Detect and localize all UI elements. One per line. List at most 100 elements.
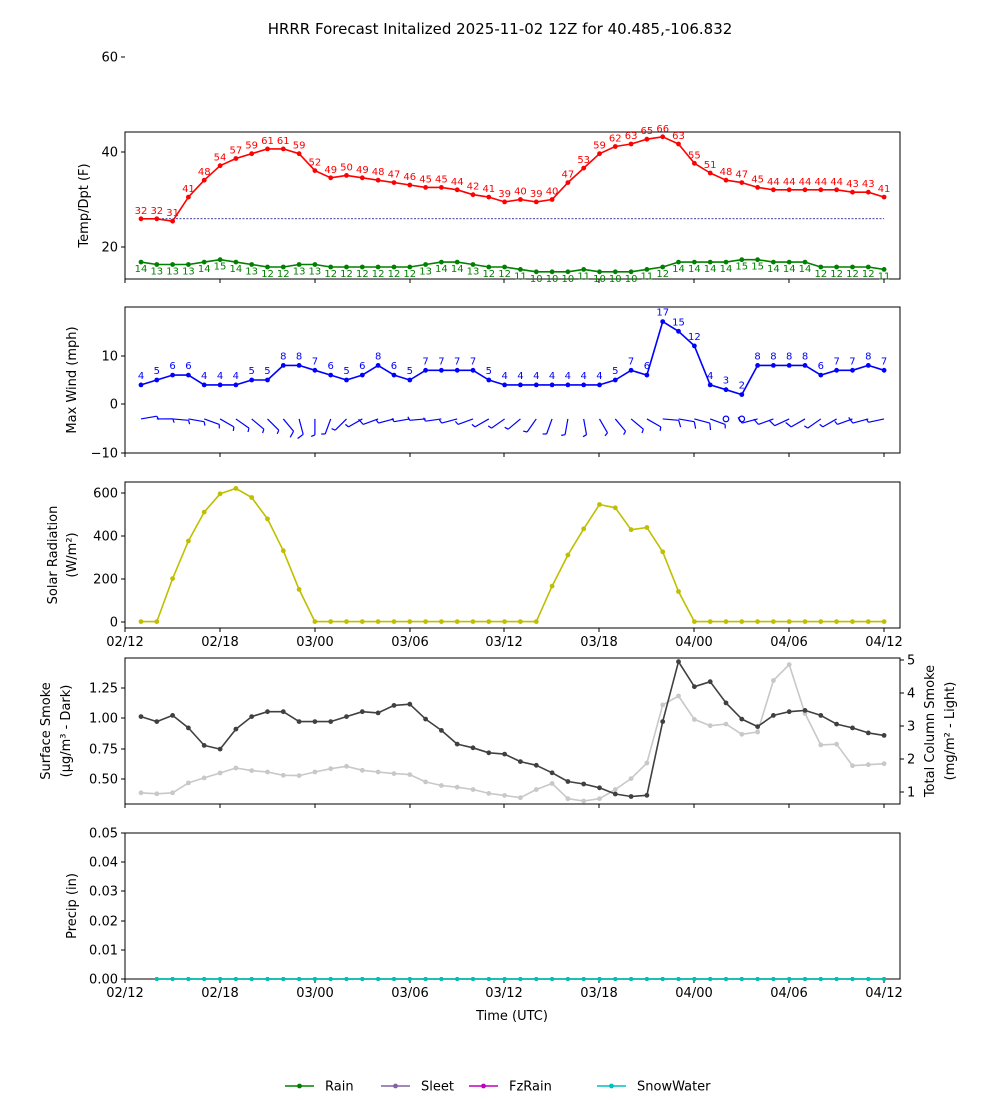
solar-radiation-point xyxy=(265,516,270,522)
data-label: 4 xyxy=(517,371,523,382)
wind-barb xyxy=(235,418,250,429)
solar-radiation-point xyxy=(771,619,776,624)
dewpoint-point xyxy=(723,259,729,265)
wind-barb-flag xyxy=(262,429,265,434)
x-tick-label: 03/18 xyxy=(580,986,617,1001)
wind-barb-flag xyxy=(297,433,304,439)
dewpoint-point xyxy=(312,262,318,267)
total-column-smoke-line xyxy=(140,663,885,802)
data-label: 12 xyxy=(261,269,274,280)
snowwater-point xyxy=(581,977,586,981)
wind-barb xyxy=(526,418,537,433)
data-label: 66 xyxy=(656,124,669,135)
max-wind-point xyxy=(280,363,286,368)
data-label: 12 xyxy=(403,269,416,280)
data-label: 45 xyxy=(751,174,764,185)
data-label: 8 xyxy=(280,351,286,362)
data-label: 7 xyxy=(849,356,855,367)
legend-swatch-marker xyxy=(481,1083,486,1089)
dewpoint-point xyxy=(786,259,792,265)
surface-smoke-point xyxy=(470,745,476,751)
surface-smoke-point xyxy=(296,719,302,724)
temperature-point xyxy=(834,187,839,193)
solar-radiation-point xyxy=(533,619,539,624)
temperature-point xyxy=(502,199,507,205)
data-label: 63 xyxy=(672,131,685,142)
data-label: 14 xyxy=(799,264,812,275)
data-label: 14 xyxy=(720,264,733,275)
temperature-point xyxy=(597,151,602,157)
data-label: 4 xyxy=(533,371,539,382)
surface-smoke-point xyxy=(170,713,176,718)
wind-barb-flag xyxy=(561,434,566,436)
surface-smoke-point xyxy=(865,730,871,736)
temperature-point xyxy=(881,194,887,200)
x-tick-label: 04/12 xyxy=(865,986,902,1001)
wind-barb-flag xyxy=(289,430,295,438)
snowwater-point xyxy=(550,977,555,981)
y-tick-label: 20 xyxy=(101,241,118,256)
snowwater-point xyxy=(534,977,539,981)
snowwater-point xyxy=(281,977,286,981)
data-label: 11 xyxy=(514,271,527,282)
total-column-smoke-point xyxy=(328,766,334,772)
wind-barb-flag xyxy=(819,423,824,428)
data-label: 7 xyxy=(422,356,428,367)
total-column-smoke-point xyxy=(660,702,666,708)
max-wind-point xyxy=(344,377,349,383)
snowwater-point xyxy=(502,977,507,981)
data-label: 44 xyxy=(799,177,812,188)
data-label: 12 xyxy=(482,269,495,280)
snowwater-point xyxy=(297,977,302,981)
data-label: 7 xyxy=(454,356,460,367)
dewpoint-point xyxy=(850,264,855,270)
solar-radiation-point xyxy=(597,502,602,507)
y-axis-units: (μg/m³ - Dark) xyxy=(59,685,74,778)
dewpoint-point xyxy=(628,269,634,275)
max-wind-point xyxy=(312,367,318,373)
max-wind-point xyxy=(644,372,650,378)
x-tick-label: 04/12 xyxy=(865,635,902,650)
data-label: 2 xyxy=(739,381,745,392)
dewpoint-point xyxy=(865,264,871,270)
surface-smoke-point xyxy=(423,716,428,722)
data-label: 12 xyxy=(324,269,337,280)
temperature-point xyxy=(296,151,302,157)
data-label: 13 xyxy=(150,267,163,278)
y-tick-label: 0.50 xyxy=(89,773,118,788)
snowwater-point xyxy=(597,977,602,981)
solar-radiation-point xyxy=(565,552,571,558)
temperature-point xyxy=(138,216,144,222)
solar-radiation-point xyxy=(296,587,302,592)
data-label: 14 xyxy=(435,264,448,275)
wind-barb xyxy=(324,418,332,435)
data-label: 44 xyxy=(767,177,780,188)
y-axis-label: Precip (in) xyxy=(65,873,80,939)
snowwater-point xyxy=(787,977,792,981)
solar-radiation-point xyxy=(407,619,413,624)
total-column-smoke-point xyxy=(486,791,492,796)
data-label: 13 xyxy=(419,267,432,278)
data-label: 11 xyxy=(641,271,654,282)
dewpoint-point xyxy=(233,259,239,265)
data-label: 53 xyxy=(577,155,590,166)
solar-radiation-point xyxy=(502,619,507,624)
temperature-point xyxy=(423,185,428,190)
y-axis-units: (W/m²) xyxy=(65,532,80,577)
data-label: 6 xyxy=(818,361,824,372)
smoke-panel: 0.50 0.75 1.00 1.25 1 2 3 4 5 Surface Smoke (μg/m³… xyxy=(39,654,958,808)
temperature-point xyxy=(660,134,666,140)
data-label: 45 xyxy=(419,174,432,185)
dewpoint-point xyxy=(154,262,160,267)
temperature-point xyxy=(581,165,587,171)
temperature-point xyxy=(265,146,270,152)
data-label: 41 xyxy=(878,184,891,195)
max-wind-point xyxy=(201,382,207,388)
y-tick-label: 0 xyxy=(110,616,118,631)
wind-barb xyxy=(140,415,157,420)
wind-barb-flag xyxy=(331,428,336,431)
data-label: 8 xyxy=(786,351,792,362)
surface-smoke-line xyxy=(140,660,885,798)
data-label: 8 xyxy=(296,351,302,362)
total-column-smoke-point xyxy=(296,773,302,778)
